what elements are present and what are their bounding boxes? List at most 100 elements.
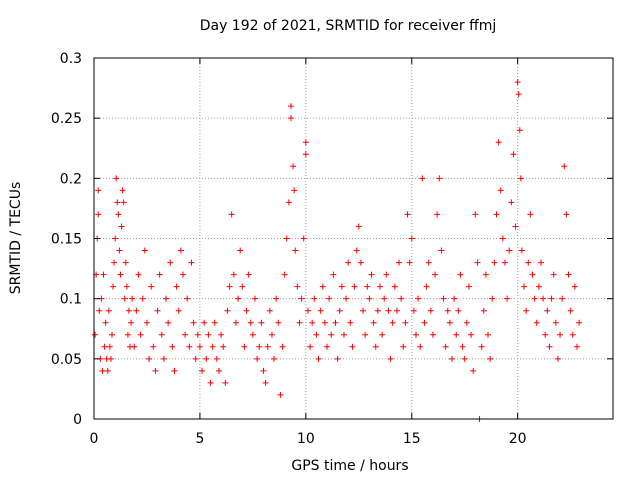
data-point [169,343,176,350]
data-point [440,295,447,302]
data-point [232,319,239,326]
data-point [376,283,383,290]
data-point [175,307,182,314]
y-tick-label: 0.15 [51,232,82,248]
x-tick-label: 0 [90,431,99,447]
data-point [201,319,208,326]
data-point [535,283,542,290]
axis-ticks: 0 5 10 15 20 0 0.05 0.1 0.15 0.2 0.25 0.3 [51,51,613,447]
data-point [478,343,485,350]
y-tick-label: 0.25 [51,111,82,127]
data-point [165,319,172,326]
y-tick-label: 0 [73,412,82,428]
data-point [554,355,561,362]
data-point [529,271,536,278]
data-point [438,247,445,254]
data-point [92,331,99,338]
data-point [482,271,489,278]
data-point [550,271,557,278]
data-point [455,307,462,314]
data-point [271,355,278,362]
y-tick-label: 0.2 [60,171,82,187]
data-point [423,283,430,290]
data-point [141,247,148,254]
data-point [319,283,326,290]
data-points [92,79,583,422]
data-point [302,151,309,158]
data-point [254,355,261,362]
data-point [355,223,362,230]
data-point [512,223,519,230]
data-point [362,331,369,338]
data-point [334,355,341,362]
data-point [449,355,456,362]
data-point [117,271,124,278]
data-point [290,163,297,170]
data-point [111,259,118,266]
data-point [235,295,242,302]
data-point [326,295,333,302]
data-point [116,247,123,254]
data-point [487,355,494,362]
data-point [559,295,566,302]
data-point [218,331,225,338]
data-point [485,331,492,338]
data-point [429,331,436,338]
data-point [393,307,400,314]
data-point [285,199,292,206]
data-point [497,187,504,194]
data-point [143,319,150,326]
data-point [315,355,322,362]
data-point [224,307,231,314]
y-tick-label: 0.05 [51,352,82,368]
data-point [137,331,144,338]
data-point [349,343,356,350]
data-point [400,343,407,350]
data-point [243,307,250,314]
data-point [415,295,422,302]
data-point [300,235,307,242]
data-point [146,355,153,362]
data-point [112,235,119,242]
data-point [474,259,481,266]
data-point [190,319,197,326]
data-point [421,319,428,326]
x-tick-label: 5 [195,431,204,447]
data-point [468,331,475,338]
data-point [567,307,574,314]
data-point [207,379,214,386]
x-tick-label: 15 [403,431,421,447]
data-point [113,175,120,182]
data-point [417,343,424,350]
data-point [96,307,103,314]
data-point [404,211,411,218]
data-point [220,343,227,350]
data-point [518,247,525,254]
data-point [194,331,201,338]
data-point [309,319,316,326]
data-point [121,295,128,302]
data-point [360,307,367,314]
data-point [533,319,540,326]
data-point [516,127,523,134]
data-point [99,367,106,374]
data-point [213,355,220,362]
data-point [569,331,576,338]
data-point [499,235,506,242]
data-point [211,319,218,326]
data-point [402,319,409,326]
data-point [196,343,203,350]
data-point [273,295,280,302]
data-point [525,259,532,266]
data-point [387,355,394,362]
data-point [557,331,564,338]
data-point [95,187,102,194]
data-point [171,367,178,374]
data-point [419,175,426,182]
data-point [372,343,379,350]
data-point [148,283,155,290]
data-point [396,259,403,266]
data-point [158,331,165,338]
data-point [398,295,405,302]
data-point [531,295,538,302]
